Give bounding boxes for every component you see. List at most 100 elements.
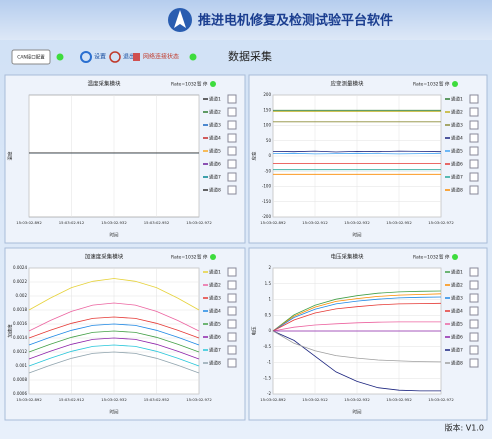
channel-checkbox[interactable] — [469, 358, 479, 368]
channel-checkbox[interactable] — [469, 345, 479, 355]
rate-label: Rate=1032 — [171, 255, 197, 261]
channel-checkbox[interactable] — [469, 293, 479, 303]
network-dot — [189, 53, 197, 61]
y-tick-label: -2 — [267, 391, 271, 396]
series-line — [28, 351, 200, 374]
channel-checkbox[interactable] — [469, 94, 479, 104]
channel-checkbox[interactable] — [469, 107, 479, 117]
pause-button[interactable]: 暂 停 — [197, 254, 208, 261]
channel-checkbox[interactable] — [469, 159, 479, 169]
channel-checkbox[interactable] — [227, 120, 237, 130]
y-tick-label: 0.0018 — [13, 307, 27, 312]
legend-label: 通道3 — [451, 122, 463, 129]
x-tick-label: 15:03:02.952 — [386, 397, 412, 402]
series-line — [272, 293, 442, 332]
logo-mark — [174, 10, 186, 28]
can-button[interactable] — [11, 49, 51, 65]
legend-label: 通道1 — [209, 96, 221, 103]
channel-checkbox[interactable] — [469, 120, 479, 130]
y-tick-label: 0.001 — [16, 363, 28, 368]
channel-checkbox[interactable] — [469, 319, 479, 329]
channel-checkbox[interactable] — [227, 107, 237, 117]
legend-label: 通道7 — [209, 347, 221, 354]
channel-checkbox[interactable] — [469, 146, 479, 156]
y-tick-label: 200 — [263, 92, 271, 97]
rate-label: Rate=1032 — [413, 255, 439, 261]
channel-checkbox[interactable] — [227, 146, 237, 156]
y-axis-label: 加速度 — [7, 324, 14, 338]
legend-label: 通道4 — [451, 135, 463, 142]
legend-label: 通道1 — [451, 269, 463, 276]
x-tick-label: 15:03:02.892 — [260, 220, 286, 225]
channel-checkbox[interactable] — [227, 172, 237, 182]
legend-label: 通道5 — [209, 148, 221, 155]
legend-label: 通道4 — [451, 308, 463, 315]
series-line — [272, 150, 442, 153]
series-line — [272, 290, 442, 332]
y-tick-label: 1.5 — [265, 281, 272, 286]
channel-checkbox[interactable] — [227, 185, 237, 195]
panel-title: 温度采集模块 — [87, 80, 121, 88]
x-tick-label: 15:03:02.912 — [302, 397, 328, 402]
legend-label: 通道1 — [209, 269, 221, 276]
channel-checkbox[interactable] — [227, 306, 237, 316]
status-dot — [452, 81, 458, 87]
channel-checkbox[interactable] — [227, 133, 237, 143]
channel-checkbox[interactable] — [469, 280, 479, 290]
channel-checkbox[interactable] — [227, 345, 237, 355]
channel-checkbox[interactable] — [227, 332, 237, 342]
channel-checkbox[interactable] — [469, 332, 479, 342]
y-tick-label: -50 — [264, 168, 271, 173]
y-tick-label: 0.002 — [16, 293, 28, 298]
pause-button[interactable]: 暂 停 — [439, 81, 450, 88]
channel-checkbox[interactable] — [469, 172, 479, 182]
channel-checkbox[interactable] — [469, 133, 479, 143]
x-tick-label: 15:03:02.952 — [144, 397, 170, 402]
exit-icon[interactable] — [109, 51, 121, 63]
legend-label: 通道7 — [451, 174, 463, 181]
y-tick-label: -1 — [267, 360, 271, 365]
series-line — [272, 330, 442, 363]
series-line — [28, 302, 200, 332]
channel-checkbox[interactable] — [469, 185, 479, 195]
channel-checkbox[interactable] — [227, 358, 237, 368]
channel-checkbox[interactable] — [227, 267, 237, 277]
y-tick-label: -150 — [262, 199, 272, 204]
y-tick-label: 0.0006 — [13, 391, 27, 396]
y-tick-label: 0.5 — [265, 312, 272, 317]
exit-label[interactable]: 退出 — [123, 53, 135, 61]
legend-label: 通道2 — [209, 109, 221, 116]
y-tick-label: 0 — [268, 328, 271, 333]
status-dot — [56, 53, 64, 61]
channel-checkbox[interactable] — [227, 319, 237, 329]
settings-label[interactable]: 设置 — [94, 53, 106, 61]
channel-checkbox[interactable] — [469, 306, 479, 316]
network-label: 网络连接状态 — [143, 53, 179, 61]
x-tick-label: 15:03:02.972 — [186, 397, 212, 402]
settings-icon[interactable] — [80, 51, 92, 63]
series-line — [28, 323, 200, 346]
series-line — [28, 278, 200, 311]
channel-checkbox[interactable] — [227, 293, 237, 303]
section-title: 数据采集 — [228, 49, 272, 63]
legend-label: 通道7 — [209, 174, 221, 181]
channel-checkbox[interactable] — [469, 267, 479, 277]
legend-label: 通道5 — [451, 148, 463, 155]
x-tick-label: 15:03:02.932 — [344, 397, 370, 402]
can-button-label[interactable]: CAN接口配置 — [17, 54, 45, 61]
channel-checkbox[interactable] — [227, 159, 237, 169]
x-tick-label: 15:03:02.892 — [16, 397, 42, 402]
x-tick-label: 15:03:02.932 — [344, 220, 370, 225]
y-tick-label: 0.0008 — [13, 377, 27, 382]
legend-label: 通道8 — [209, 187, 221, 194]
channel-checkbox[interactable] — [227, 94, 237, 104]
y-tick-label: 0.0014 — [13, 335, 27, 340]
pause-button[interactable]: 暂 停 — [197, 81, 208, 88]
pause-button[interactable]: 暂 停 — [439, 254, 450, 261]
x-tick-label: 15:03:02.892 — [16, 220, 42, 225]
channel-checkbox[interactable] — [227, 280, 237, 290]
y-axis-label: 电压 — [251, 326, 258, 335]
x-axis-label: 时间 — [353, 409, 362, 416]
x-axis-label: 时间 — [110, 232, 119, 239]
